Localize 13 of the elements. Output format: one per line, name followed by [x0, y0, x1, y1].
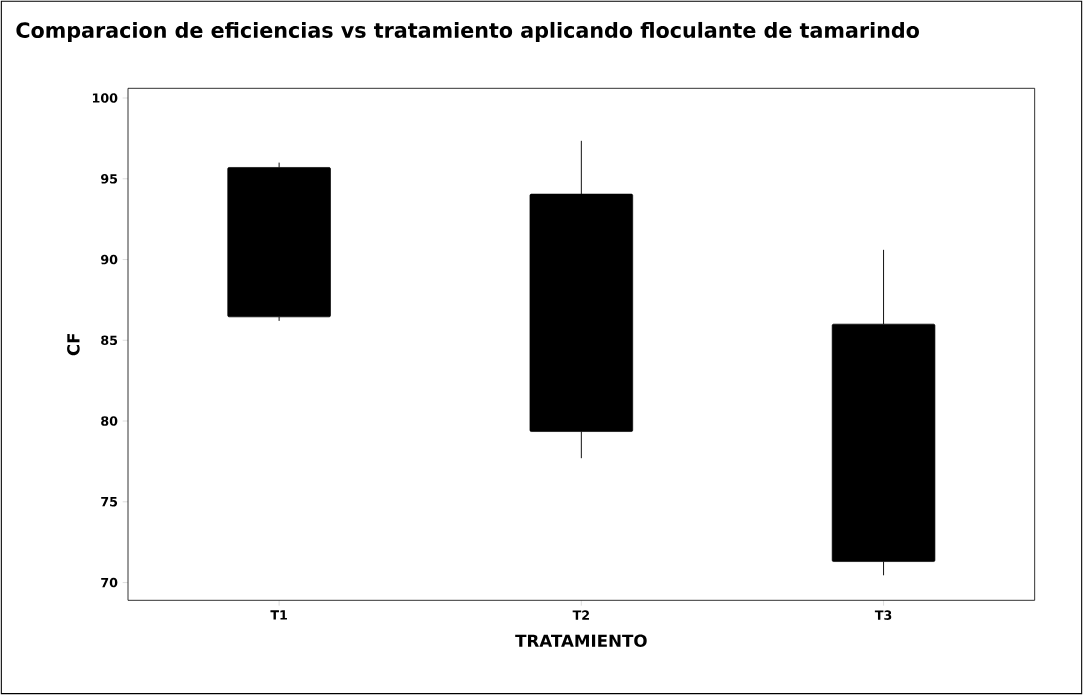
y-tick-label: 100	[92, 93, 118, 103]
x-tick-label: T3	[874, 610, 892, 620]
y-tick-label: 80	[101, 416, 118, 426]
x-axis-title: TRATAMIENTO	[515, 634, 647, 648]
y-tick-label: 85	[101, 335, 118, 346]
y-tick-label: 70	[101, 577, 118, 588]
y-tick-label: 75	[101, 497, 118, 507]
y-tick-label: 95	[100, 173, 118, 184]
chart-title: Comparacion de eficiencias vs tratamiento aplicando floculante de tamarindo	[16, 21, 919, 42]
y-tick-label: 90	[100, 254, 118, 265]
x-tick-label: T1	[270, 610, 287, 620]
x-tick-label: T2	[572, 610, 589, 620]
y-axis-title: CF	[67, 333, 80, 356]
